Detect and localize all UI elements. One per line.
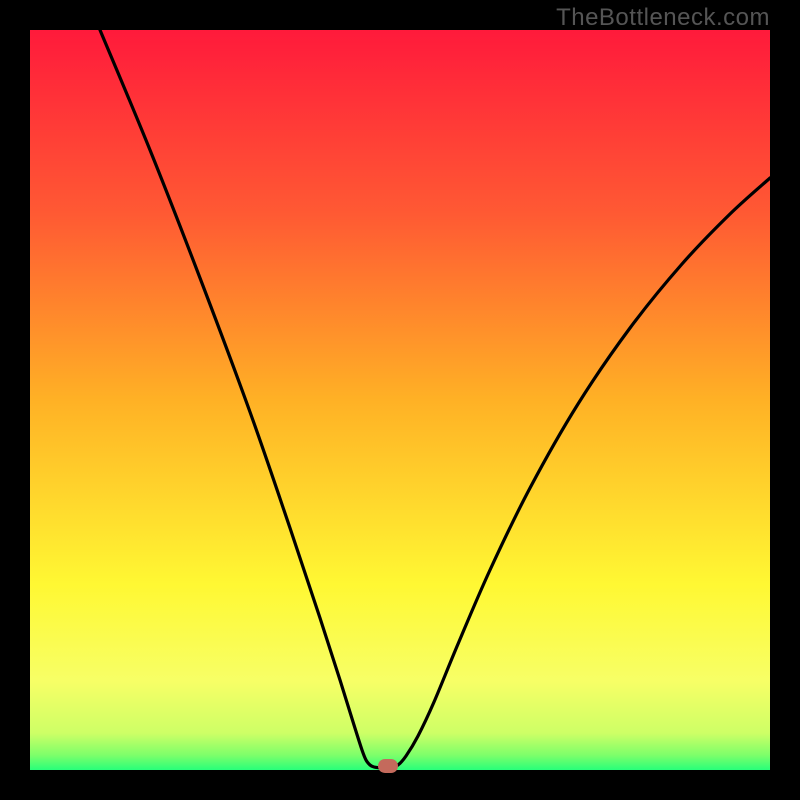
bottleneck-curve (100, 30, 770, 768)
optimum-marker (378, 759, 398, 773)
watermark-text: TheBottleneck.com (556, 4, 770, 32)
curve-layer (0, 0, 800, 800)
chart-frame: TheBottleneck.com (0, 0, 800, 800)
